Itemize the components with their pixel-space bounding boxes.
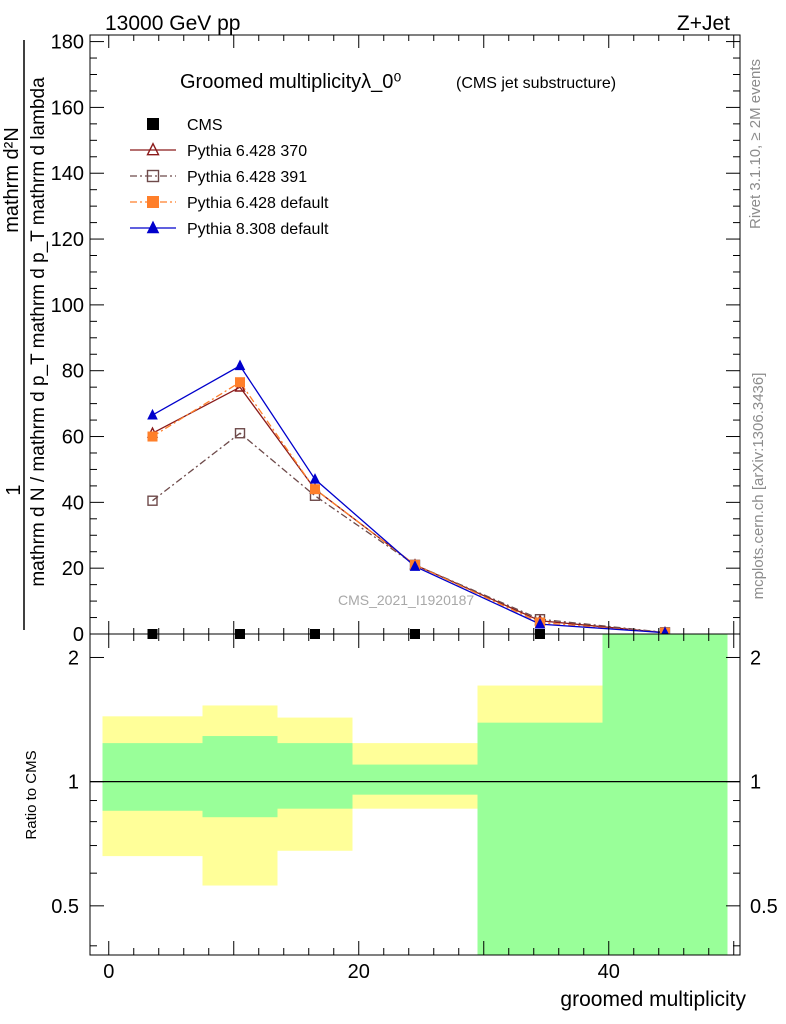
ratio-y-tick-label: 1: [68, 772, 79, 794]
data-point-pythia8_default: [309, 473, 321, 484]
y-tick-label: 80: [62, 361, 84, 383]
data-point-pythia8_default: [534, 617, 546, 629]
data-point-pythia6_391: [234, 428, 246, 439]
data-point-pythia6_391: [147, 495, 158, 506]
legend-label-pythia6_default: Pythia 6.428 default: [187, 195, 329, 212]
legend-marker-cms: [147, 118, 159, 130]
ratio-band-inner: [477, 722, 603, 955]
ratio-y-axis-label: Ratio to CMS: [23, 750, 40, 839]
ratio-y-tick-label: 2: [68, 647, 79, 669]
ratio-axis-ticks: 0.5 0.51 12 20 20 40: [51, 634, 778, 983]
y-tick-label: 0: [73, 624, 84, 646]
watermark-label: CMS_2021_I1920187: [338, 592, 474, 608]
ratio-band-inner: [102, 743, 203, 811]
y-tick-label: 160: [51, 97, 84, 119]
ratio-plot-frame: [89, 633, 741, 956]
plot-subtitle: (CMS jet substructure): [456, 75, 616, 92]
ratio-y-tick-label-right: 0.5: [750, 896, 778, 918]
data-point-pythia6_default: [310, 484, 320, 495]
data-point-pythia8_default: [409, 560, 421, 571]
data-point-pythia6_default: [235, 377, 245, 388]
ratio-uncertainty-bands: [102, 634, 728, 955]
series-line-pythia8_default: [152, 364, 666, 634]
data-point-pythia8_default: [234, 359, 246, 371]
x-axis-label: groomed multiplicity: [560, 988, 746, 1011]
ratio-band-inner: [602, 634, 728, 955]
legend-marker-pythia8_default: [146, 220, 160, 234]
legend-label-pythia8_default: Pythia 8.308 default: [187, 221, 329, 238]
process-label: Z+Jet: [677, 12, 730, 35]
energy-label: 13000 GeV pp: [105, 12, 240, 35]
plot-title: Groomed multiplicityλ_0⁰: [180, 71, 401, 93]
ratio-y-tick-label-right: 2: [750, 647, 761, 669]
series-line-pythia6_391: [152, 432, 666, 634]
ratio-plot-panel: 0.5 0.51 12 20 20 40 Ratio to CMS groomed mul…: [23, 633, 778, 1011]
x-tick-label: 20: [348, 961, 370, 983]
y-tick-label: 180: [51, 32, 84, 54]
y-axis-label-top: 1: [3, 484, 25, 495]
main-plot-panel: 0 20 40 60 80 100 120 140 160 180 Groomed multipl…: [51, 32, 741, 646]
x-tick-label: 0: [103, 961, 114, 983]
legend-label-cms: CMS: [187, 117, 223, 134]
legend-label-pythia6_370: Pythia 6.428 370: [187, 143, 307, 160]
main-y-ticks: 0 20 40 60 80 100 120 140 160 180: [51, 32, 740, 646]
y-tick-label: 20: [62, 558, 84, 580]
ratio-y-tick-label-right: 1: [750, 772, 761, 794]
ratio-band-inner: [202, 736, 278, 818]
y-axis-label: 1 mathrm d²N mathrm d N / mathrm d p_T m…: [1, 40, 49, 630]
y-tick-label: 100: [51, 295, 84, 317]
y-tick-label: 60: [62, 427, 84, 449]
legend-marker-pythia6_default: [147, 196, 159, 208]
data-point-pythia6_default: [147, 431, 158, 442]
legend-marker-pythia6_370: [146, 142, 160, 156]
legend-label-pythia6_391: Pythia 6.428 391: [187, 169, 307, 186]
data-point-pythia8_default: [147, 408, 158, 420]
legend: CMS Pythia 6.428 370 Pythia 6.428 391 Pythi…: [130, 117, 329, 238]
legend-marker-pythia6_391: [146, 169, 160, 183]
series-lines: [152, 364, 666, 634]
series-line-pythia6_default: [152, 381, 666, 634]
ratio-band-inner: [352, 764, 478, 795]
mcplots-label: mcplots.cern.ch [arXiv:1306.3436]: [750, 373, 767, 600]
ratio-band-inner: [277, 743, 353, 809]
y-tick-label: 140: [51, 163, 84, 185]
x-tick-label: 40: [598, 961, 620, 983]
y-axis-label-numerator: mathrm d²N: [1, 127, 23, 233]
y-axis-label-denominator: mathrm d N / mathrm d p_T mathrm d p_T m…: [28, 77, 49, 587]
y-tick-label: 120: [51, 229, 84, 251]
ratio-y-tick-label: 0.5: [51, 896, 79, 918]
y-tick-label: 40: [62, 492, 84, 514]
rivet-version-label: Rivet 3.1.10, ≥ 2M events: [747, 59, 764, 229]
